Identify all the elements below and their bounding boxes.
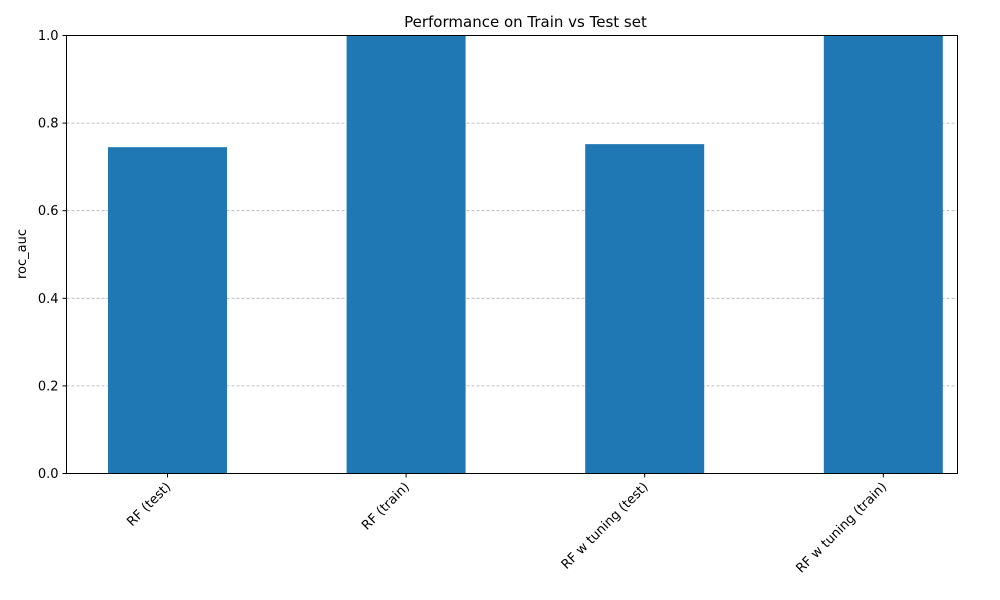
y-tick-label: 0.6 [38, 204, 59, 219]
y-gridlines [66, 122, 958, 387]
plot-frame [66, 35, 958, 474]
y-tick-label: 1.0 [38, 29, 59, 44]
y-tick-label: 0.8 [38, 117, 59, 132]
y-tick-label: 0.0 [38, 467, 59, 482]
chart-title: Performance on Train vs Test set [404, 13, 647, 31]
bars [108, 35, 943, 474]
y-tick-label: 0.2 [38, 379, 59, 394]
y-axis-label: roc_auc [15, 229, 30, 279]
bar [585, 144, 705, 474]
bar [108, 147, 227, 474]
bar [823, 35, 943, 474]
y-axis: 0.0 0.2 0.4 0.6 0.8 1.0 [38, 29, 67, 482]
y-tick-label: 0.4 [38, 292, 59, 307]
bar [346, 35, 466, 474]
